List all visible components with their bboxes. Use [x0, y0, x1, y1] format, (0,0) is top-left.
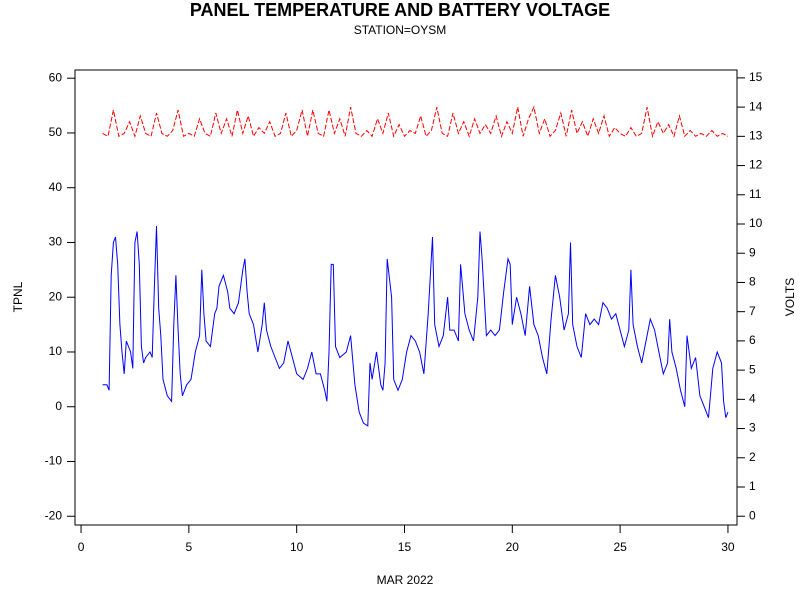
y2-tick-label: 8	[749, 275, 756, 289]
y-tick-label: -20	[45, 508, 63, 522]
plot-frame	[74, 69, 738, 526]
y2-tick-label: 4	[749, 392, 756, 406]
y2-tick-label: 11	[749, 187, 762, 201]
x-tick-label: 20	[506, 540, 520, 554]
y2-tick-label: 7	[749, 304, 756, 318]
x-tick-label: 10	[290, 540, 304, 554]
y2-tick-label: 10	[749, 216, 763, 230]
y-tick-label: 50	[49, 125, 63, 139]
y2-axis-label: VOLTS	[783, 278, 797, 316]
x-axis-label: MAR 2022	[377, 573, 434, 587]
y2-tick-label: 5	[749, 362, 756, 376]
y2-tick-label: 13	[749, 129, 763, 143]
x-tick-label: 30	[721, 540, 735, 554]
y-tick-label: 0	[55, 399, 62, 413]
y2-tick-label: 3	[749, 421, 756, 435]
x-tick-label: 0	[78, 540, 85, 554]
x-tick-label: 25	[613, 540, 627, 554]
y-tick-label: 10	[49, 344, 63, 358]
chart-title: PANEL TEMPERATURE AND BATTERY VOLTAGE	[190, 0, 610, 20]
y2-tick-label: 14	[749, 99, 763, 113]
y2-tick-label: 15	[749, 70, 763, 84]
y-tick-label: 40	[49, 180, 63, 194]
data-line	[102, 225, 729, 427]
y-tick-label: 30	[49, 235, 63, 249]
y-tick-label: 20	[49, 289, 63, 303]
y-axis-label: TPNL	[11, 281, 25, 312]
y2-tick-label: 12	[749, 158, 763, 172]
x-tick-label: 15	[398, 540, 412, 554]
y-tick-label: 60	[49, 70, 63, 84]
y2-tick-label: 0	[749, 508, 756, 522]
y2-tick-label: 9	[749, 245, 756, 259]
y2-tick-label: 6	[749, 333, 756, 347]
data-line	[102, 105, 729, 139]
y2-tick-label: 1	[749, 479, 756, 493]
y2-tick-label: 2	[749, 450, 756, 464]
chart-subtitle: STATION=OYSM	[354, 23, 447, 37]
x-tick-label: 5	[186, 540, 193, 554]
y-tick-label: -10	[45, 454, 63, 468]
